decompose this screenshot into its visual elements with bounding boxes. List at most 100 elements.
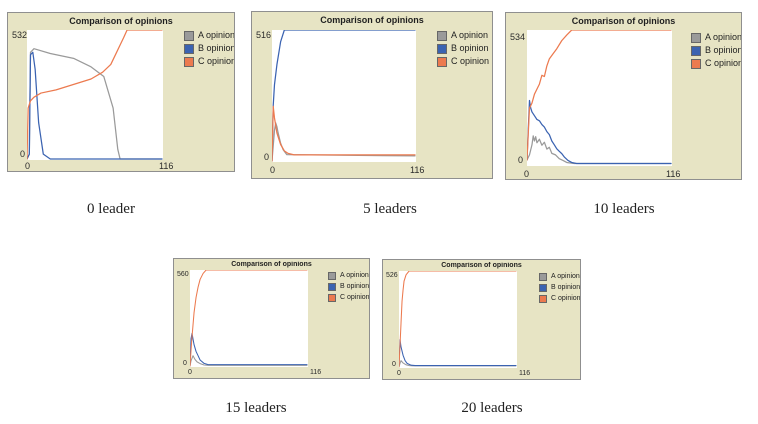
legend-item-c-opinion: C opinion xyxy=(539,293,581,304)
legend-swatch-c-opinion xyxy=(328,293,336,302)
plot-svg xyxy=(272,30,416,162)
legend-item-a-opinion: A opinion xyxy=(437,29,488,42)
chart-caption-5-leaders: 5 leaders xyxy=(363,201,417,217)
legend-item-c-opinion: C opinion xyxy=(184,55,235,68)
plot-svg xyxy=(27,30,163,160)
legend-label-c-opinion: C opinion xyxy=(340,294,370,301)
chart-caption-20-leaders: 20 leaders xyxy=(461,400,523,416)
series-line-a-opinion xyxy=(527,135,672,165)
legend-label-a-opinion: A opinion xyxy=(551,273,580,280)
y-tick-min: 0 xyxy=(392,361,396,368)
legend-label-c-opinion: C opinion xyxy=(705,58,742,68)
x-tick-max: 116 xyxy=(159,161,174,171)
legend-label-c-opinion: C opinion xyxy=(551,295,581,302)
x-tick-min: 0 xyxy=(524,169,530,179)
legend-swatch-b-opinion xyxy=(328,282,336,291)
legend-swatch-c-opinion xyxy=(539,294,547,303)
legend-label-b-opinion: B opinion xyxy=(340,283,370,290)
legend-swatch-a-opinion xyxy=(184,30,194,41)
legend-label-a-opinion: A opinion xyxy=(198,30,235,40)
series-line-b-opinion xyxy=(399,339,517,368)
legend-label-b-opinion: B opinion xyxy=(198,43,235,53)
series-line-a-opinion xyxy=(190,355,308,367)
legend-label-a-opinion: A opinion xyxy=(451,30,489,40)
x-tick-max: 116 xyxy=(666,169,681,179)
legend-item-c-opinion: C opinion xyxy=(328,292,370,303)
plot-area xyxy=(527,30,672,166)
plot-area xyxy=(190,270,308,367)
series-line-a-opinion xyxy=(272,122,416,162)
x-tick-min: 0 xyxy=(270,165,276,175)
legend-item-b-opinion: B opinion xyxy=(437,42,489,55)
legend-swatch-a-opinion xyxy=(437,30,447,41)
chart-panel-15-leaders: Comparison of opinions 560 0 0 116 A opi… xyxy=(173,258,370,379)
legend-label-b-opinion: B opinion xyxy=(451,43,489,53)
legend-swatch-c-opinion xyxy=(691,58,701,69)
chart-caption-15-leaders: 15 leaders xyxy=(225,400,287,416)
series-line-b-opinion xyxy=(527,99,672,165)
plot-area xyxy=(399,271,517,368)
legend-item-c-opinion: C opinion xyxy=(437,55,489,68)
series-line-c-opinion xyxy=(399,271,517,368)
legend-swatch-b-opinion xyxy=(691,45,701,56)
chart-caption-0-leader: 0 leader xyxy=(87,201,135,217)
legend-swatch-a-opinion xyxy=(539,272,547,281)
y-tick-min: 0 xyxy=(264,152,270,162)
legend-item-b-opinion: B opinion xyxy=(184,42,235,55)
chart-panel-5-leaders: Comparison of opinions 516 0 0 116 A opi… xyxy=(251,11,493,179)
x-tick-min: 0 xyxy=(397,370,401,377)
y-tick-max: 532 xyxy=(12,30,28,40)
series-line-c-opinion xyxy=(272,105,416,162)
legend-item-b-opinion: B opinion xyxy=(539,282,580,293)
plot-svg xyxy=(527,30,672,165)
legend-item-a-opinion: A opinion xyxy=(539,271,580,282)
legend-item-b-opinion: B opinion xyxy=(328,281,369,292)
plot-area xyxy=(272,30,416,162)
x-tick-min: 0 xyxy=(188,369,192,376)
legend-swatch-b-opinion xyxy=(539,283,547,292)
chart-title: Comparison of opinions xyxy=(69,16,173,26)
legend-swatch-b-opinion xyxy=(184,43,194,54)
y-tick-min: 0 xyxy=(183,360,187,367)
x-tick-max: 116 xyxy=(410,165,425,175)
legend-item-b-opinion: B opinion xyxy=(691,44,742,57)
series-line-c-opinion xyxy=(527,30,672,161)
legend-swatch-a-opinion xyxy=(691,32,701,43)
y-tick-max: 534 xyxy=(510,32,526,42)
legend-swatch-c-opinion xyxy=(184,56,194,67)
legend-label-a-opinion: A opinion xyxy=(340,272,369,279)
series-line-b-opinion xyxy=(190,332,308,367)
legend-item-a-opinion: A opinion xyxy=(691,31,742,44)
x-tick-max: 116 xyxy=(310,369,322,376)
legend-swatch-a-opinion xyxy=(328,271,336,280)
x-tick-max: 116 xyxy=(519,370,531,377)
legend-swatch-b-opinion xyxy=(437,43,447,54)
plot-svg xyxy=(190,270,308,367)
legend-label-c-opinion: C opinion xyxy=(451,56,490,66)
legend-label-a-opinion: A opinion xyxy=(705,32,742,42)
y-tick-max: 560 xyxy=(177,271,189,278)
plot-svg xyxy=(399,271,517,368)
legend-label-c-opinion: C opinion xyxy=(198,56,235,66)
chart-panel-10-leaders: Comparison of opinions 534 0 0 116 A opi… xyxy=(505,12,742,180)
y-tick-min: 0 xyxy=(20,149,26,159)
plot-area xyxy=(27,30,163,160)
chart-title: Comparison of opinions xyxy=(441,262,522,269)
legend-label-b-opinion: B opinion xyxy=(705,45,742,55)
legend-item-a-opinion: A opinion xyxy=(328,270,369,281)
legend-item-a-opinion: A opinion xyxy=(184,29,235,42)
series-line-a-opinion xyxy=(399,360,517,368)
series-line-c-opinion xyxy=(27,30,163,160)
chart-title: Comparison of opinions xyxy=(571,16,676,26)
y-tick-max: 526 xyxy=(386,272,398,279)
y-tick-max: 516 xyxy=(256,30,272,40)
legend-item-c-opinion: C opinion xyxy=(691,57,742,70)
chart-title: Comparison of opinions xyxy=(320,15,424,25)
series-line-a-opinion xyxy=(27,48,163,160)
legend-swatch-c-opinion xyxy=(437,56,447,67)
chart-panel-0-leader: Comparison of opinions 532 0 0 116 A opi… xyxy=(7,12,235,172)
series-line-b-opinion xyxy=(272,30,416,162)
chart-panel-20-leaders: Comparison of opinions 526 0 0 116 A opi… xyxy=(382,259,581,380)
chart-title: Comparison of opinions xyxy=(231,261,312,268)
legend-label-b-opinion: B opinion xyxy=(551,284,581,291)
